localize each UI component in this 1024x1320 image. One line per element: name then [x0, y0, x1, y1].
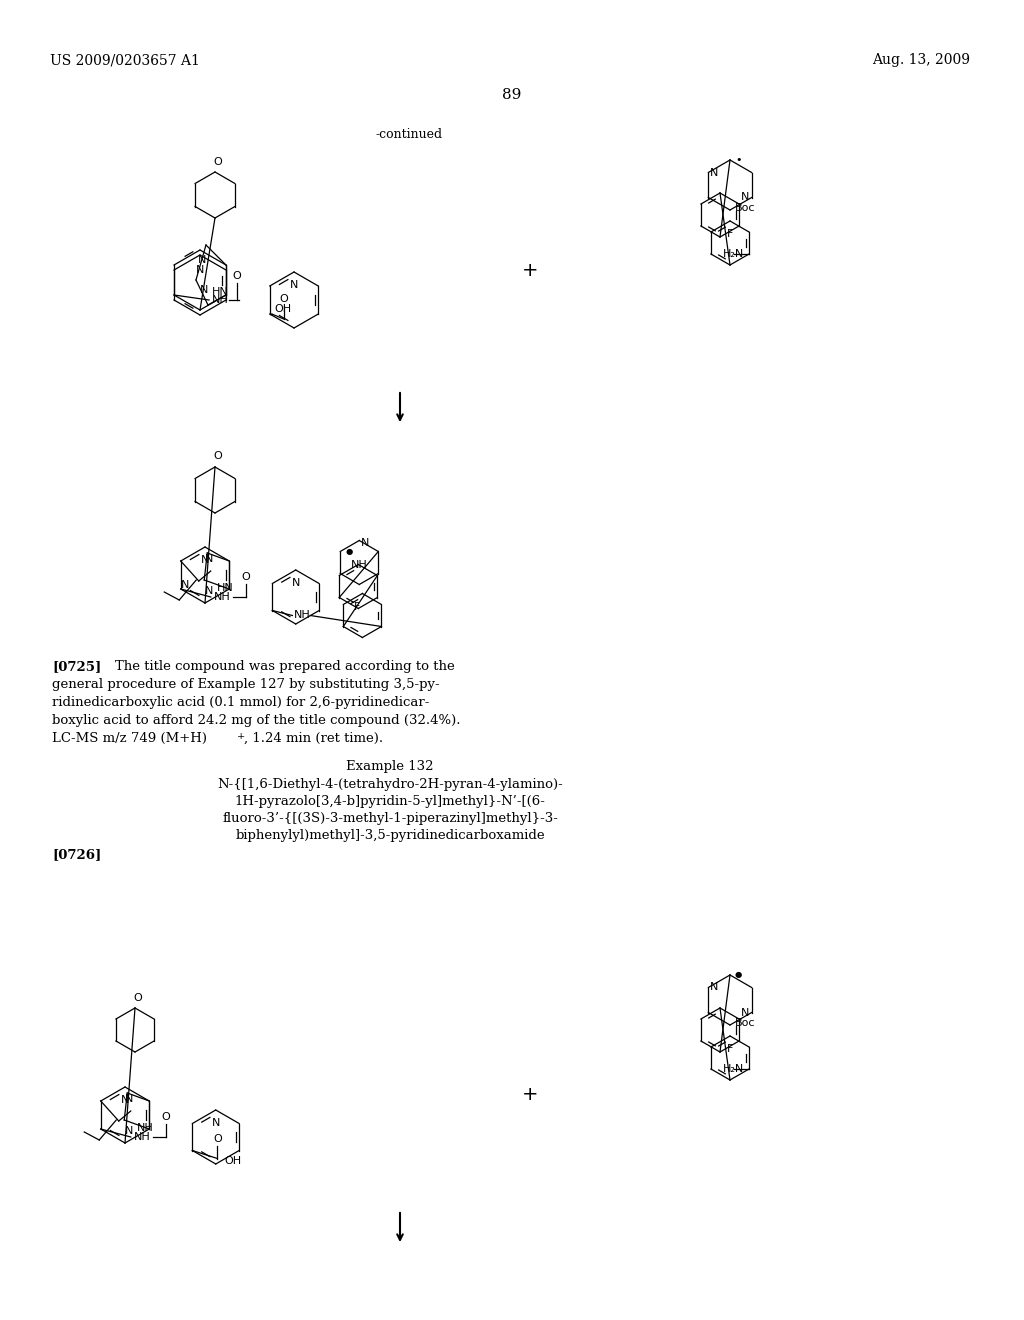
Text: O: O: [162, 1111, 170, 1122]
Text: N: N: [196, 265, 204, 275]
Text: 89: 89: [503, 88, 521, 102]
Text: •: •: [735, 154, 741, 165]
Text: Example 132: Example 132: [346, 760, 434, 774]
Text: +: +: [522, 1085, 539, 1105]
Text: ●: ●: [735, 970, 742, 979]
Text: N: N: [361, 537, 370, 548]
Text: O: O: [133, 993, 142, 1003]
Text: O: O: [280, 294, 288, 304]
Text: NH: NH: [214, 591, 230, 602]
Text: 1H-pyrazolo[3,4-b]pyridin-5-yl]methyl}-N’-[(6-: 1H-pyrazolo[3,4-b]pyridin-5-yl]methyl}-N…: [234, 795, 546, 808]
Text: OH: OH: [274, 304, 292, 314]
Text: NH: NH: [134, 1133, 151, 1142]
Text: NH: NH: [212, 294, 228, 305]
Text: Boc: Boc: [735, 1018, 756, 1028]
Text: N: N: [125, 1094, 133, 1104]
Text: N: N: [181, 579, 189, 590]
Text: N: N: [198, 255, 206, 265]
Text: Boc: Boc: [735, 203, 756, 213]
Text: O: O: [213, 1134, 222, 1143]
Text: O: O: [214, 157, 222, 168]
Text: O: O: [232, 271, 242, 281]
Text: HN: HN: [217, 583, 233, 593]
Text: NH: NH: [351, 560, 368, 569]
Text: N: N: [205, 554, 213, 564]
Text: LC-MS m/z 749 (M+H): LC-MS m/z 749 (M+H): [52, 733, 207, 744]
Text: F: F: [727, 1044, 733, 1053]
Text: H₂N: H₂N: [723, 249, 744, 259]
Text: NH: NH: [294, 610, 311, 620]
Text: general procedure of Example 127 by substituting 3,5-py-: general procedure of Example 127 by subs…: [52, 678, 439, 690]
Text: , 1.24 min (ret time).: , 1.24 min (ret time).: [244, 733, 383, 744]
Text: ●: ●: [345, 546, 352, 556]
Text: N: N: [711, 982, 719, 993]
Text: N: N: [200, 285, 208, 294]
Text: N: N: [741, 193, 750, 202]
Text: N-{[1,6-Diethyl-4-(tetrahydro-2H-pyran-4-ylamino)-: N-{[1,6-Diethyl-4-(tetrahydro-2H-pyran-4…: [217, 777, 563, 791]
Text: OH: OH: [224, 1155, 242, 1166]
Text: [0725]: [0725]: [52, 660, 101, 673]
Text: F: F: [727, 228, 733, 239]
Text: Aug. 13, 2009: Aug. 13, 2009: [872, 53, 970, 67]
Text: +: +: [237, 733, 246, 741]
Text: N: N: [125, 1126, 133, 1137]
Text: N: N: [121, 1096, 129, 1105]
Text: H₂N: H₂N: [723, 1064, 744, 1074]
Text: NH: NH: [137, 1123, 154, 1133]
Text: N: N: [711, 168, 719, 177]
Text: N: N: [205, 586, 213, 597]
Text: N: N: [212, 1118, 220, 1129]
Text: N: N: [741, 1007, 750, 1018]
Text: HN: HN: [212, 286, 228, 297]
Text: boxylic acid to afford 24.2 mg of the title compound (32.4%).: boxylic acid to afford 24.2 mg of the ti…: [52, 714, 461, 727]
Text: ridinedicarboxylic acid (0.1 mmol) for 2,6-pyridinedicar-: ridinedicarboxylic acid (0.1 mmol) for 2…: [52, 696, 429, 709]
Text: biphenylyl)methyl]-3,5-pyridinedicarboxamide: biphenylyl)methyl]-3,5-pyridinedicarboxa…: [236, 829, 545, 842]
Text: N: N: [290, 280, 298, 290]
Text: The title compound was prepared according to the: The title compound was prepared accordin…: [115, 660, 455, 673]
Text: N: N: [292, 578, 300, 587]
Text: -continued: -continued: [375, 128, 442, 141]
Text: [0726]: [0726]: [52, 847, 101, 861]
Text: O: O: [214, 451, 222, 461]
Text: F: F: [354, 602, 360, 611]
Text: +: +: [522, 260, 539, 280]
Text: fluoro-3’-{[(3S)-3-methyl-1-piperazinyl]methyl}-3-: fluoro-3’-{[(3S)-3-methyl-1-piperazinyl]…: [222, 812, 558, 825]
Text: N: N: [201, 554, 209, 565]
Text: O: O: [242, 572, 250, 582]
Text: US 2009/0203657 A1: US 2009/0203657 A1: [50, 53, 200, 67]
